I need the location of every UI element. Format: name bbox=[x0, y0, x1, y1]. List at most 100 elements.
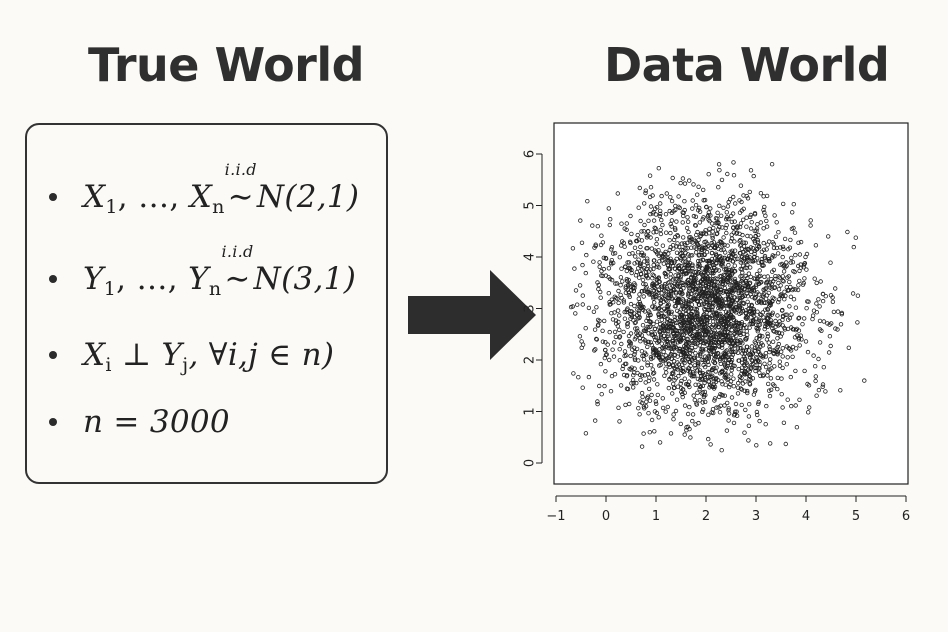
data-point bbox=[678, 381, 683, 386]
data-point bbox=[725, 243, 730, 248]
data-point bbox=[782, 327, 788, 332]
data-point bbox=[643, 340, 648, 345]
data-point bbox=[743, 348, 749, 353]
data-point bbox=[754, 354, 759, 360]
data-point bbox=[740, 300, 746, 306]
data-point bbox=[772, 253, 777, 259]
data-point bbox=[672, 365, 677, 371]
data-point bbox=[643, 404, 649, 409]
data-point bbox=[671, 246, 676, 251]
data-point bbox=[711, 271, 716, 276]
data-point bbox=[632, 285, 637, 291]
data-point bbox=[734, 231, 739, 236]
data-point bbox=[713, 252, 719, 258]
data-point bbox=[668, 321, 674, 326]
data-point bbox=[665, 342, 670, 347]
data-point bbox=[793, 305, 799, 310]
data-point bbox=[768, 376, 774, 381]
data-point bbox=[775, 350, 780, 356]
data-point bbox=[790, 259, 796, 265]
data-point bbox=[770, 240, 775, 245]
data-point bbox=[726, 262, 731, 268]
data-point bbox=[680, 210, 685, 215]
data-point bbox=[710, 268, 716, 273]
data-point bbox=[743, 379, 748, 384]
data-point bbox=[693, 232, 699, 238]
data-point bbox=[598, 295, 603, 300]
data-point bbox=[779, 392, 784, 397]
data-point bbox=[591, 259, 596, 264]
data-point bbox=[663, 272, 669, 277]
data-point bbox=[600, 339, 606, 344]
data-point bbox=[751, 236, 756, 242]
data-point bbox=[718, 331, 723, 336]
data-point bbox=[645, 394, 651, 399]
data-point bbox=[691, 393, 696, 398]
data-point bbox=[708, 340, 714, 346]
y-axis: 0 1 2 3 4 5 6 bbox=[523, 150, 543, 467]
data-point bbox=[651, 209, 656, 215]
data-point bbox=[643, 326, 649, 331]
data-point bbox=[755, 221, 760, 227]
data-point bbox=[781, 269, 787, 274]
data-point bbox=[686, 291, 691, 296]
data-point bbox=[678, 274, 683, 279]
data-point bbox=[819, 328, 824, 333]
data-point bbox=[638, 301, 643, 307]
data-point bbox=[632, 345, 637, 350]
data-point bbox=[660, 405, 666, 411]
data-point bbox=[632, 356, 637, 361]
data-point bbox=[699, 319, 705, 325]
data-point bbox=[793, 403, 798, 408]
data-point bbox=[586, 305, 592, 311]
data-point bbox=[690, 280, 696, 285]
data-point bbox=[752, 339, 757, 344]
data-point bbox=[720, 382, 725, 387]
data-point bbox=[638, 271, 644, 277]
data-point bbox=[613, 318, 619, 323]
data-point bbox=[737, 320, 742, 326]
data-point bbox=[745, 284, 751, 289]
data-point bbox=[707, 382, 713, 388]
data-point bbox=[751, 320, 756, 325]
data-point bbox=[746, 402, 752, 407]
data-point bbox=[659, 341, 664, 346]
data-point bbox=[765, 242, 770, 247]
data-point bbox=[700, 409, 705, 414]
data-point bbox=[692, 357, 698, 362]
data-point bbox=[656, 276, 661, 281]
data-point bbox=[688, 326, 693, 332]
data-point bbox=[750, 287, 755, 292]
data-point bbox=[728, 249, 733, 254]
data-point bbox=[625, 260, 630, 265]
data-point bbox=[728, 306, 734, 312]
data-point bbox=[776, 341, 781, 347]
data-point bbox=[636, 296, 641, 301]
data-point bbox=[668, 194, 673, 200]
data-point bbox=[629, 314, 635, 319]
data-point bbox=[770, 310, 775, 315]
data-point bbox=[673, 227, 678, 232]
data-point bbox=[789, 226, 795, 231]
data-point bbox=[690, 340, 696, 346]
data-point bbox=[699, 290, 704, 295]
data-point bbox=[685, 343, 690, 348]
data-point bbox=[817, 304, 822, 309]
data-point bbox=[655, 264, 660, 269]
data-point bbox=[767, 302, 773, 307]
data-point bbox=[790, 210, 795, 215]
data-point bbox=[700, 371, 705, 376]
data-point bbox=[687, 350, 693, 356]
data-point bbox=[730, 290, 735, 295]
data-point bbox=[742, 356, 748, 361]
right-arrow-icon bbox=[408, 270, 536, 360]
data-point bbox=[746, 302, 752, 308]
data-point bbox=[690, 198, 695, 203]
data-point bbox=[654, 350, 659, 355]
data-point bbox=[650, 275, 655, 281]
data-point bbox=[652, 206, 658, 211]
data-point bbox=[678, 314, 683, 320]
data-point bbox=[744, 388, 750, 394]
data-point bbox=[645, 275, 651, 281]
data-point bbox=[591, 309, 597, 314]
